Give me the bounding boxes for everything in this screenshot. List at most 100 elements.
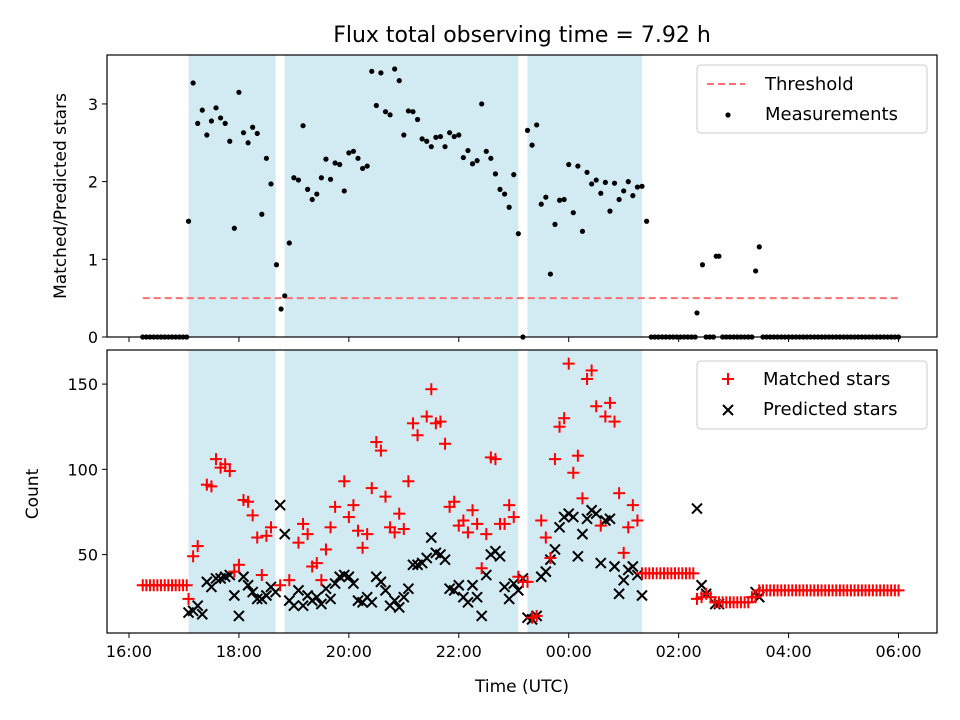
matched-star-point (498, 517, 511, 530)
legend-predicted-label: Predicted stars (763, 399, 897, 420)
matched-star-point (558, 412, 571, 425)
x-tick-label: 06:00 (875, 642, 921, 661)
bottom-plot-frame (106, 349, 938, 634)
matched-star-point (210, 453, 223, 466)
measurement-point (460, 154, 466, 161)
measurement-point (552, 221, 558, 227)
matched-star-point (292, 536, 305, 549)
measurement-point (382, 109, 389, 115)
legend-matched-label: Matched stars (763, 369, 890, 390)
measurement-point (543, 194, 549, 200)
measurement-point (392, 66, 398, 72)
measurement-point (332, 160, 338, 166)
predicted-star-point (205, 581, 218, 593)
x-tick-label: 20:00 (326, 642, 372, 661)
predicted-star-point (691, 502, 703, 515)
top-legend-box (696, 64, 928, 134)
predicted-star-point (260, 589, 273, 602)
measurement-point (295, 177, 302, 183)
matched-star-point (535, 514, 548, 527)
matched-star-point (182, 592, 195, 605)
matched-star-point (892, 584, 905, 597)
matched-star-point (567, 466, 580, 479)
matched-star-point (310, 557, 323, 570)
measurement-point (185, 218, 192, 224)
matched-star-point (626, 499, 639, 512)
measurement-point (278, 306, 284, 312)
measurement-point (607, 208, 613, 214)
measurement-point (337, 161, 343, 168)
measurement-point (616, 196, 622, 203)
measurement-point (213, 105, 219, 111)
predicted-star-point (292, 584, 305, 597)
measurement-point (282, 293, 288, 299)
matched-star-point (246, 509, 259, 522)
measurement-point (556, 197, 563, 203)
measurement-point (199, 107, 205, 113)
measurement-point (414, 116, 421, 123)
matched-star-point (232, 558, 245, 571)
measurement-point (625, 179, 631, 185)
matched-star-point (539, 531, 552, 544)
matched-star-point (503, 499, 516, 512)
x-tick-label: 02:00 (656, 642, 702, 661)
matched-star-point (622, 521, 635, 534)
y-tick-label: 2 (88, 173, 98, 192)
measurement-point (570, 210, 576, 216)
predicted-star-point (191, 600, 204, 612)
measurement-point (634, 184, 641, 190)
measurement-point (639, 183, 645, 189)
matched-star-point (315, 574, 328, 587)
matched-star-point (338, 475, 351, 488)
y-tick-label: 100 (67, 460, 98, 479)
predicted-star-point (375, 576, 387, 588)
predicted-star-point (471, 591, 483, 603)
matched-star-point (379, 490, 392, 503)
matched-star-point (544, 551, 557, 564)
measurement-point (611, 180, 618, 186)
measurement-point (511, 172, 517, 178)
predicted-star-point (196, 608, 208, 620)
matched-star-point (361, 528, 374, 541)
measurement-point (359, 165, 366, 172)
matched-star-point (434, 415, 447, 428)
matched-star-point (347, 499, 360, 512)
measurement-point (231, 225, 237, 231)
measurement-point (236, 89, 242, 95)
predicted-star-point (366, 596, 378, 609)
top-plot-frame (106, 54, 938, 338)
matched-star-point (180, 579, 193, 592)
measurement-point (300, 123, 306, 129)
predicted-star-point (425, 531, 438, 544)
measurement-point (589, 181, 595, 187)
measurement-point (286, 240, 292, 246)
matched-star-point (603, 396, 616, 409)
measurement-point (699, 262, 706, 268)
matched-star-point (617, 546, 630, 559)
measurement-point (753, 268, 759, 274)
matched-star-point (457, 514, 470, 527)
matched-star-point (411, 429, 424, 442)
measurement-point (598, 190, 604, 196)
predicted-star-point (462, 596, 474, 609)
predicted-star-point (617, 574, 630, 586)
measurement-point (756, 244, 762, 250)
measurement-point (643, 218, 650, 224)
measurement-point (309, 196, 315, 203)
y-tick-label: 1 (88, 250, 98, 269)
predicted-star-point (604, 513, 616, 525)
predicted-star-point (636, 589, 648, 602)
top-observing-window-2 (284, 55, 519, 337)
predicted-star-point (421, 552, 433, 564)
predicted-star-point (320, 582, 332, 595)
measurement-point (492, 171, 499, 177)
matched-star-point (242, 495, 255, 508)
predicted-star-point (315, 598, 328, 610)
measurement-point (195, 120, 201, 126)
x-tick-label: 00:00 (546, 642, 592, 661)
legend-predicted-swatch (722, 404, 734, 416)
predicted-star-point (402, 582, 415, 595)
bottom-observing-window-3 (527, 350, 643, 633)
matched-star-point (461, 526, 474, 539)
measurement-point (584, 169, 590, 175)
